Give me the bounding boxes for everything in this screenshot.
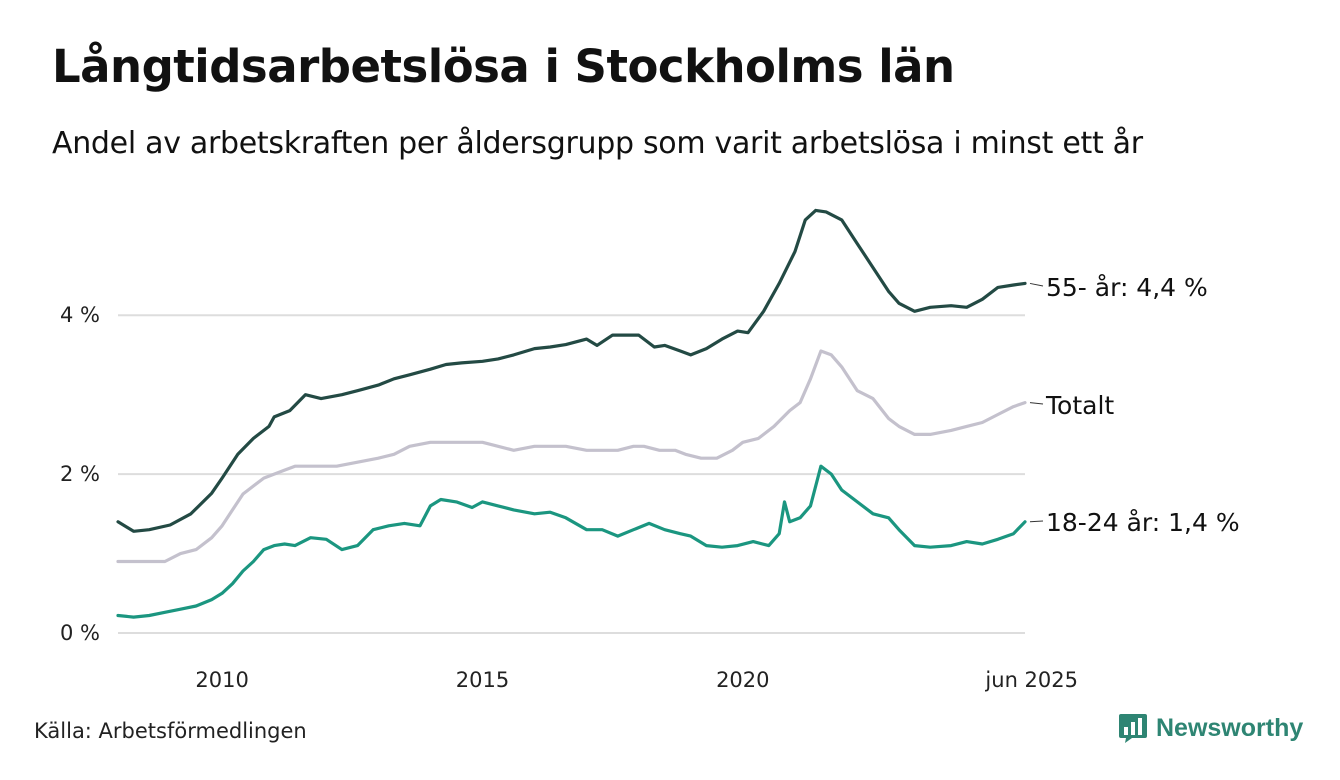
series-line	[116, 349, 1027, 564]
series-label-connector	[1029, 520, 1044, 523]
series-line	[116, 464, 1027, 619]
series-label-connector	[1029, 402, 1044, 405]
chart-title: Långtidsarbetslösa i Stockholms län	[52, 40, 955, 93]
y-tick-label: 0 %	[60, 621, 100, 645]
bar-chart-bubble-icon	[1119, 714, 1147, 743]
series-label: 55- år: 4,4 %	[1046, 273, 1208, 302]
source-note: Källa: Arbetsförmedlingen	[34, 719, 307, 743]
series-label-connector	[1029, 282, 1044, 287]
y-tick-label: 2 %	[60, 462, 100, 486]
y-tick-label: 4 %	[60, 303, 100, 327]
brand-name: Newsworthy	[1156, 713, 1304, 742]
chart-subtitle: Andel av arbetskraften per åldersgrupp s…	[52, 126, 1143, 161]
series-label: 18-24 år: 1,4 %	[1046, 508, 1240, 537]
x-tick-label: 2015	[456, 668, 509, 692]
series-line	[116, 208, 1027, 533]
x-tick-label: jun 2025	[984, 668, 1078, 692]
x-tick-label: 2010	[195, 668, 248, 692]
x-tick-label: 2020	[716, 668, 769, 692]
series-label: Totalt	[1045, 391, 1114, 420]
brand-logo: Newsworthy	[1118, 712, 1303, 744]
